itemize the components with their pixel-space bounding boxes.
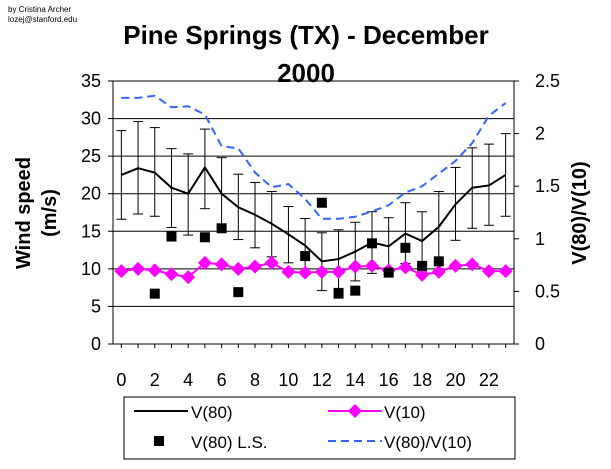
- v80-ls-point: [333, 288, 344, 299]
- v10-point: [114, 264, 129, 279]
- y-right-tick-label: 2.5: [535, 71, 560, 91]
- x-tick-label: 6: [217, 370, 227, 390]
- y-right-tick-label: 0.5: [535, 281, 560, 301]
- v10-point: [281, 264, 296, 279]
- v10-point: [364, 258, 379, 273]
- gridlines: [113, 80, 514, 307]
- legend-v80-label: V(80): [191, 403, 233, 422]
- y-axis-right-label: V(80)/V(10): [569, 161, 591, 264]
- y-left-tick-label: 15: [81, 221, 101, 241]
- x-tick-label: 10: [278, 370, 298, 390]
- legend-box: [123, 396, 516, 460]
- v80-ls-point: [199, 232, 210, 243]
- v10-point: [214, 257, 229, 272]
- v80-ls-point: [166, 231, 177, 242]
- v10-point: [348, 259, 363, 274]
- legend: V(80) V(10) V(80) L.S. V(80)/V(10): [123, 396, 516, 460]
- y-left-tick-label: 10: [81, 259, 101, 279]
- v80-ls-point: [149, 288, 160, 299]
- x-tick-label: 2: [150, 370, 160, 390]
- x-tick-label: 8: [250, 370, 260, 390]
- v10-series: [114, 255, 513, 285]
- v10-point: [147, 263, 162, 278]
- v10-point: [314, 264, 329, 279]
- x-tick-label: 16: [379, 370, 399, 390]
- v80-ls-point: [216, 223, 227, 234]
- x-tick-label: 18: [412, 370, 432, 390]
- v10-point: [264, 255, 279, 270]
- v80-ls-point: [417, 260, 428, 271]
- credit-email: lozej@stanford.edu: [8, 15, 77, 24]
- v80-ls-point: [383, 267, 394, 278]
- v80-ls-point: [316, 197, 327, 208]
- v80-ls-series: [149, 197, 444, 299]
- chart-title-line2: 2000: [277, 58, 335, 88]
- v10-point: [131, 261, 146, 276]
- v10-point: [164, 267, 179, 282]
- x-tick-label: 4: [183, 370, 193, 390]
- y-axis-left-label-line2: (m/s): [39, 189, 61, 237]
- y-left-tick-label: 35: [81, 71, 101, 91]
- tick-labels: 0 5 10 15 20 25 30 35 0 0.5 1 1.5 2 2.5 0 2 4 6 8 10 12 14 16 1…: [81, 71, 560, 390]
- v10-point: [481, 264, 496, 279]
- credit-author: by Cristina Archer: [8, 5, 71, 14]
- v10-point: [231, 261, 246, 276]
- x-tick-label: 12: [312, 370, 332, 390]
- axes: [108, 80, 519, 348]
- y-right-tick-label: 0: [535, 334, 545, 354]
- y-left-tick-label: 25: [81, 146, 101, 166]
- v80-ls-point: [233, 287, 244, 298]
- ratio-series: [121, 94, 507, 220]
- v10-point: [465, 257, 480, 272]
- y-right-tick-label: 2: [535, 124, 545, 144]
- v10-point: [498, 264, 513, 279]
- v80-line: [120, 165, 507, 263]
- y-right-tick-label: 1: [535, 229, 545, 249]
- v10-point: [298, 265, 313, 280]
- x-tick-label: 14: [345, 370, 365, 390]
- y-axis-left-label-line1: Wind speed: [13, 157, 35, 269]
- x-tick-label: 20: [446, 370, 466, 390]
- x-tick-label: 0: [116, 370, 126, 390]
- legend-ls-swatch: [154, 436, 164, 446]
- legend-v10-swatch-diamond: [348, 404, 362, 418]
- v10-point: [448, 258, 463, 273]
- y-left-tick-label: 20: [81, 184, 101, 204]
- v80-ls-point: [366, 238, 377, 249]
- v10-point: [431, 264, 446, 279]
- y-right-tick-label: 1.5: [535, 176, 560, 196]
- v10-point: [415, 267, 430, 282]
- legend-ls-label: V(80) L.S.: [191, 433, 268, 452]
- v80-series: [120, 165, 507, 263]
- y-left-tick-label: 30: [81, 109, 101, 129]
- v10-point: [248, 259, 263, 274]
- v10-point: [331, 264, 346, 279]
- v10-point: [398, 260, 413, 275]
- y-left-tick-label: 5: [91, 296, 101, 316]
- v10-point: [197, 255, 212, 270]
- chart-title-line1: Pine Springs (TX) - December: [123, 20, 489, 50]
- ratio-line: [121, 94, 507, 220]
- v80-ls-point: [400, 242, 411, 253]
- legend-ratio-label: V(80)/V(10): [384, 433, 472, 452]
- v80-ls-point: [300, 251, 311, 262]
- v80-ls-point: [350, 285, 361, 296]
- y-left-tick-label: 0: [91, 334, 101, 354]
- x-tick-label: 22: [479, 370, 499, 390]
- v80-ls-point: [433, 256, 444, 267]
- legend-v10-label: V(10): [384, 403, 426, 422]
- v10-point: [181, 270, 196, 285]
